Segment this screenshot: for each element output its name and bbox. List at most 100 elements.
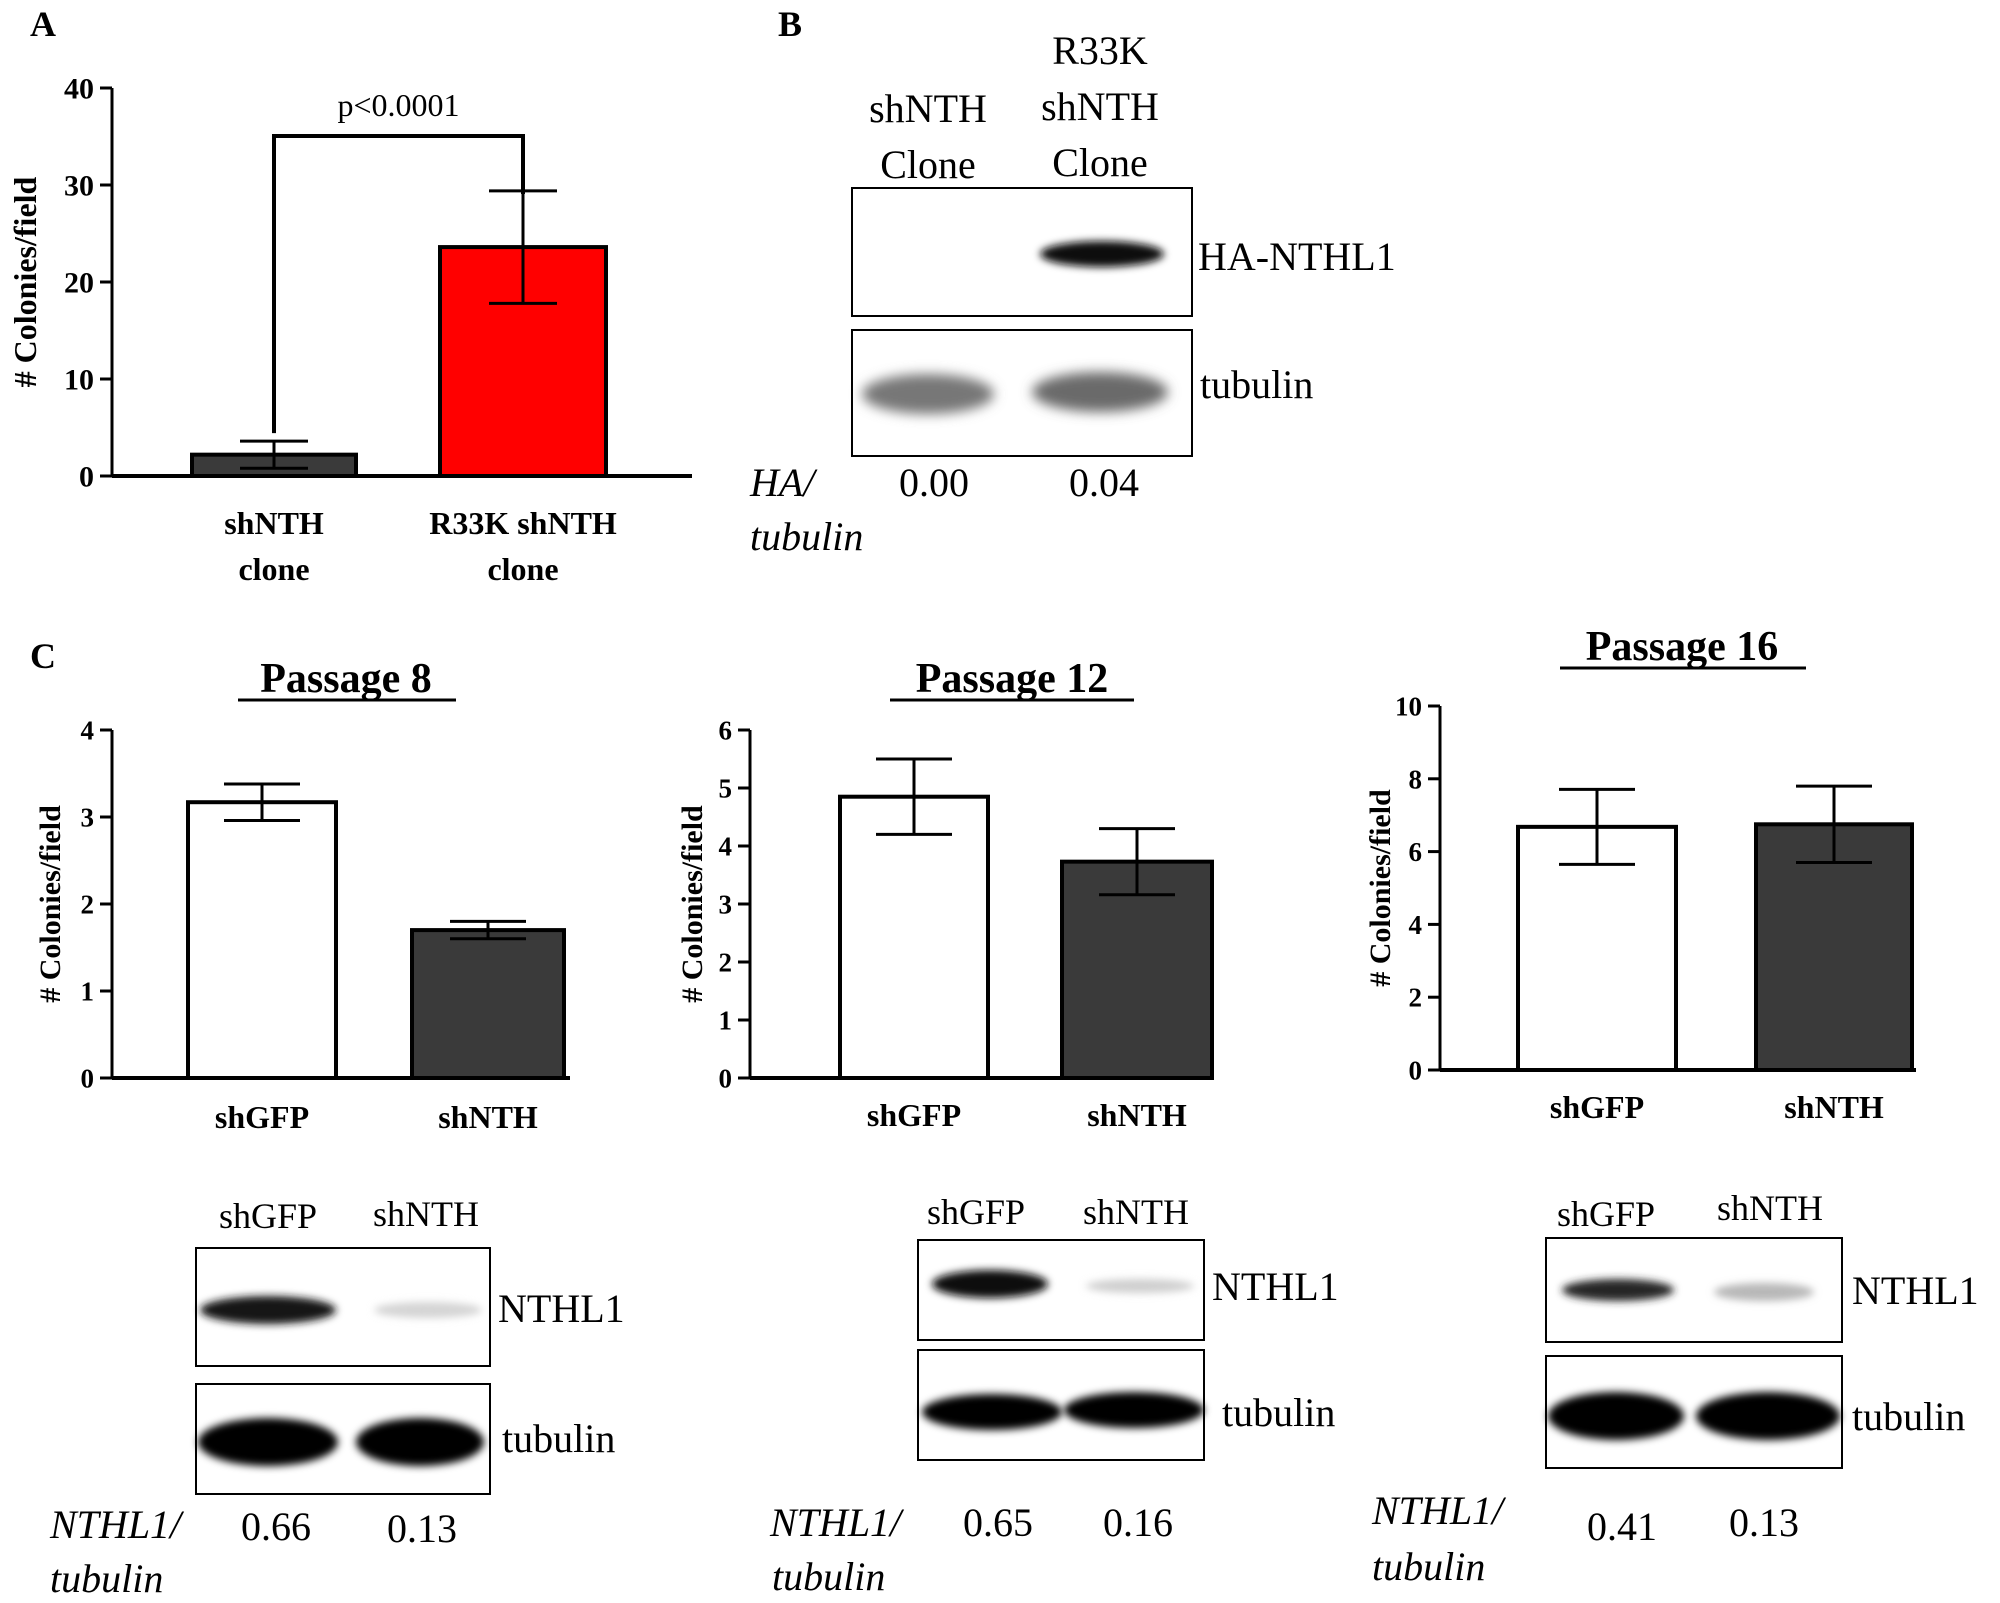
blot-p16-ratio-label-line-2: tubulin bbox=[1372, 1544, 1485, 1589]
p12-y-tick-label-0: 0 bbox=[719, 1063, 733, 1093]
p12-category-label-0-0: shGFP bbox=[867, 1097, 961, 1133]
blot-p12-ratio-1: 0.65 bbox=[963, 1500, 1033, 1545]
p12-bar-1 bbox=[1060, 859, 1214, 1080]
a-category-label-1-1: clone bbox=[487, 551, 558, 587]
chart-passage-16: 0 2 4 6 8 10 # Colonies/field shGFP shNTH Passage… bbox=[1364, 624, 1916, 1125]
blot-p12-nthl1-band-2 bbox=[1086, 1279, 1194, 1293]
a-significance-bracket bbox=[272, 134, 525, 434]
p8-y-axis-label: # Colonies/field bbox=[34, 805, 67, 1003]
blot-p8-nthl1-band-2 bbox=[374, 1302, 482, 1318]
blot-b-ha-label: HA-NTHL1 bbox=[1198, 234, 1396, 279]
blot-p12-lane-1: shGFP bbox=[927, 1192, 1025, 1232]
blot-p16-lane-2: shNTH bbox=[1717, 1188, 1823, 1228]
a-y-tick-label-4: 40 bbox=[64, 73, 94, 106]
blot-p8-nthl1-label: NTHL1 bbox=[498, 1286, 625, 1331]
blot-p16-ratio-2: 0.13 bbox=[1729, 1500, 1799, 1545]
a-bar-1 bbox=[438, 245, 608, 478]
p16-y-tick-label-5: 10 bbox=[1395, 691, 1422, 721]
blot-b-ratio-1: 0.00 bbox=[899, 460, 969, 505]
blot-p16-nthl1-band-2 bbox=[1714, 1283, 1814, 1301]
a-y-tick-label-1: 10 bbox=[64, 364, 94, 397]
blot-p8-tubulin-band-1 bbox=[198, 1418, 338, 1466]
blot-p8-lane-2: shNTH bbox=[373, 1194, 479, 1234]
blot-p12-tubulin-band-1 bbox=[922, 1394, 1062, 1430]
blot-p8-tubulin-label: tubulin bbox=[502, 1416, 615, 1461]
p16-chart-title: Passage 16 bbox=[1586, 624, 1779, 670]
p8-bar-0 bbox=[186, 800, 338, 1081]
p8-bar-1 bbox=[410, 928, 566, 1080]
p12-y-tick-label-2: 2 bbox=[719, 947, 733, 977]
blot-panel-b: shNTH Clone R33K shNTH Clone HA-NTHL1 tu… bbox=[749, 28, 1396, 559]
p8-y-tick-label-1: 1 bbox=[81, 976, 95, 1006]
p16-y-tick-label-3: 6 bbox=[1409, 837, 1423, 867]
blot-b-ratio-label-line-1: HA/ bbox=[749, 460, 818, 505]
p12-y-tick-label-3: 3 bbox=[719, 889, 733, 919]
blot-b-ha-band bbox=[1040, 241, 1164, 267]
p12-y-tick-label-6: 6 bbox=[719, 715, 733, 745]
blot-p12-nthl1-band-1 bbox=[932, 1270, 1048, 1298]
p12-category-label-1-0: shNTH bbox=[1087, 1097, 1187, 1133]
p16-category-label-1-0: shNTH bbox=[1784, 1089, 1884, 1125]
blot-p8-ratio-1: 0.66 bbox=[241, 1504, 311, 1549]
blot-passage-16: shGFP shNTH NTHL1 tubulin NTHL1/ tubulin… bbox=[1371, 1188, 1979, 1589]
blot-p16-tubulin-band-2 bbox=[1696, 1392, 1840, 1440]
blot-p8-ratio-2: 0.13 bbox=[387, 1506, 457, 1551]
blot-b-tubulin-label: tubulin bbox=[1200, 362, 1313, 407]
a-category-label-0-0: shNTH bbox=[224, 505, 324, 541]
blot-b-tubulin-band-2 bbox=[1032, 372, 1168, 412]
p12-y-tick-label-1: 1 bbox=[719, 1005, 733, 1035]
blot-passage-8: shGFP shNTH NTHL1 tubulin NTHL1/ tubulin… bbox=[49, 1194, 625, 1601]
blot-p8-lane-1: shGFP bbox=[219, 1196, 317, 1236]
p12-bar-0 bbox=[838, 794, 990, 1080]
p8-chart-title: Passage 8 bbox=[260, 656, 432, 702]
blot-p12-tubulin-label: tubulin bbox=[1222, 1390, 1335, 1435]
blot-p12-lane-2: shNTH bbox=[1083, 1192, 1189, 1232]
blot-b-lane-2-line-1: R33K bbox=[1052, 28, 1148, 73]
a-y-tick-label-3: 30 bbox=[64, 170, 94, 203]
blot-b-lane-2-line-2: shNTH bbox=[1041, 84, 1159, 129]
p16-y-tick-label-2: 4 bbox=[1409, 910, 1423, 940]
p16-y-tick-label-4: 8 bbox=[1409, 764, 1423, 794]
blot-p12-ratio-label-line-1: NTHL1/ bbox=[769, 1500, 905, 1545]
blot-p16-ratio-label-line-1: NTHL1/ bbox=[1371, 1488, 1507, 1533]
blot-p8-ratio-label-line-1: NTHL1/ bbox=[49, 1502, 185, 1547]
blot-p16-tubulin-band-1 bbox=[1548, 1392, 1684, 1440]
blot-p16-nthl1-label: NTHL1 bbox=[1852, 1268, 1979, 1313]
blot-b-lane-1-line-1: shNTH bbox=[869, 86, 987, 131]
chart-passage-8: 0 1 2 3 4 # Colonies/field shGFP shNTH Passage 8 bbox=[34, 656, 570, 1135]
a-p-value-label: p<0.0001 bbox=[337, 87, 459, 123]
blot-p12-tubulin-band-2 bbox=[1064, 1392, 1204, 1428]
p16-y-tick-label-1: 2 bbox=[1409, 983, 1423, 1013]
p8-category-label-0-0: shGFP bbox=[215, 1099, 309, 1135]
panel-letter-a: A bbox=[30, 4, 56, 44]
p12-y-tick-label-5: 5 bbox=[719, 773, 733, 803]
blot-b-lane-1-line-2: Clone bbox=[880, 142, 976, 187]
chart-passage-12: 0 1 2 3 4 5 6 # Colonies/field shGFP shNTH Passage… bbox=[676, 656, 1214, 1133]
chart-panel-a: 0 10 20 30 40 # Colonies/field shNTH clone R33K … bbox=[7, 73, 692, 587]
blot-b-ratio-2: 0.04 bbox=[1069, 460, 1139, 505]
blot-passage-12: shGFP shNTH NTHL1 tubulin NTHL1/ tubulin… bbox=[769, 1192, 1339, 1599]
p12-chart-title: Passage 12 bbox=[916, 656, 1109, 702]
p16-category-label-0-0: shGFP bbox=[1550, 1089, 1644, 1125]
a-y-tick-label-2: 20 bbox=[64, 267, 94, 300]
blot-b-lane-2-line-3: Clone bbox=[1052, 140, 1148, 185]
p16-y-axis-label: # Colonies/field bbox=[1364, 789, 1397, 987]
blot-p16-tubulin-label: tubulin bbox=[1852, 1394, 1965, 1439]
p8-y-tick-label-2: 2 bbox=[81, 889, 95, 919]
a-y-axis-label: # Colonies/field bbox=[7, 176, 43, 387]
p16-bar-0 bbox=[1516, 824, 1678, 1073]
p8-y-tick-label-0: 0 bbox=[81, 1063, 95, 1093]
blot-p16-nthl1-band-1 bbox=[1562, 1279, 1674, 1301]
blot-p12-ratio-2: 0.16 bbox=[1103, 1500, 1173, 1545]
blot-p8-tubulin-band-2 bbox=[356, 1418, 484, 1466]
panel-letter-c: C bbox=[30, 636, 56, 676]
blot-p12-nthl1-label: NTHL1 bbox=[1212, 1264, 1339, 1309]
blot-p16-ratio-1: 0.41 bbox=[1587, 1504, 1657, 1549]
a-y-tick-label-0: 0 bbox=[79, 461, 94, 494]
blot-b-ratio-label-line-2: tubulin bbox=[750, 514, 863, 559]
p16-y-tick-label-0: 0 bbox=[1409, 1055, 1423, 1085]
panel-letter-b: B bbox=[778, 4, 802, 44]
blot-p12-ratio-label-line-2: tubulin bbox=[772, 1554, 885, 1599]
blot-b-tubulin-band-1 bbox=[862, 374, 994, 414]
p8-y-tick-label-4: 4 bbox=[81, 715, 95, 745]
